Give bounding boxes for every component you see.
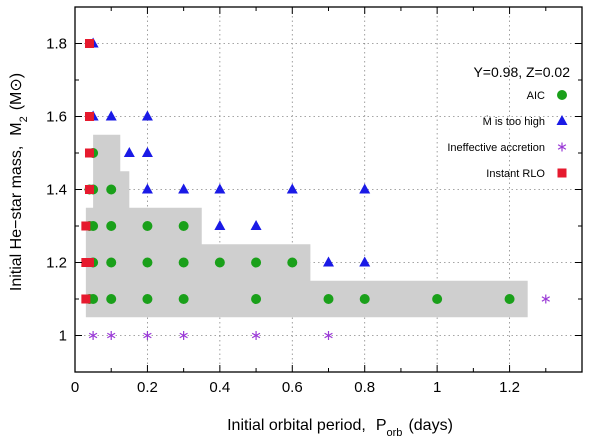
data-point-square	[84, 148, 94, 158]
data-point-triangle	[141, 147, 153, 157]
y-tick-label: 1.4	[46, 182, 67, 199]
data-point-circle	[106, 221, 117, 231]
x-tick-label: 0.2	[137, 379, 158, 396]
data-point-circle	[88, 221, 99, 231]
axis-ticks: 0 0.2 0.4 0.6 0.8 1 1.2 1 1.2 1.4 1.6 1.8	[46, 7, 582, 396]
legend-marker	[556, 115, 568, 125]
y-axis-label-main: Initial He−star mass,	[8, 146, 25, 291]
data-point-circle	[106, 257, 117, 268]
x-axis-label: Initial orbital period, Porb (days)	[227, 417, 453, 438]
y-tick-label: 1.6	[46, 109, 67, 126]
data-markers	[81, 37, 550, 340]
data-point-asterisk	[143, 331, 152, 340]
data-point-triangle	[359, 183, 371, 194]
data-point-circle	[432, 294, 443, 304]
data-point-circle	[323, 294, 334, 304]
y-axis-label-unit-open: (M	[8, 92, 25, 111]
data-point-circle	[287, 257, 298, 268]
x-tick-label: 0.8	[354, 379, 375, 396]
data-point-circle	[504, 294, 515, 304]
data-point-triangle	[250, 220, 262, 230]
data-point-circle	[142, 257, 153, 268]
data-point-triangle	[214, 183, 226, 194]
x-axis-label-sub: orb	[387, 427, 403, 438]
y-axis-label-symbol: M	[8, 122, 25, 135]
data-point-circle	[251, 294, 262, 304]
legend-label: Instant RLO	[486, 168, 545, 180]
y-tick-label: 1.8	[46, 36, 67, 53]
data-point-square	[84, 185, 94, 194]
legend-label: Ṁ is too high	[483, 115, 545, 128]
annotation-text: Y=0.98, Z=0.02	[473, 64, 570, 80]
data-point-triangle	[323, 256, 334, 267]
data-point-square	[81, 294, 91, 304]
y-tick-label: 1.2	[46, 255, 67, 272]
x-axis-label-symbol: P	[376, 417, 387, 434]
data-point-asterisk	[251, 331, 261, 340]
data-point-circle	[214, 257, 225, 268]
y-tick-label: 1	[59, 328, 67, 345]
aic-region	[85, 134, 528, 318]
data-point-square	[84, 258, 94, 267]
data-point-triangle	[178, 183, 190, 194]
data-point-triangle	[141, 183, 153, 194]
data-point-asterisk	[324, 331, 333, 340]
y-axis-label: Initial He−star mass, M2 (M⊙)	[8, 73, 30, 291]
data-point-circle	[88, 294, 99, 304]
data-point-square	[84, 112, 94, 121]
data-point-triangle	[359, 256, 371, 267]
legend: AIC Ṁ is too high Ineffective accretion Ins…	[447, 90, 568, 180]
data-point-circle	[178, 221, 189, 231]
data-point-circle	[178, 294, 189, 304]
x-tick-label: 0.4	[209, 379, 230, 396]
y-axis-label-unit-close: )	[8, 73, 25, 78]
data-point-circle	[142, 221, 153, 231]
x-tick-label: 0	[71, 379, 79, 396]
data-point-circle	[106, 184, 117, 195]
data-point-triangle	[105, 110, 117, 121]
data-point-triangle	[123, 147, 135, 157]
data-point-circle	[106, 294, 117, 304]
legend-label: AIC	[527, 90, 545, 102]
legend-marker	[557, 90, 567, 100]
y-axis-label-unit-sym: ⊙	[8, 78, 25, 91]
x-axis-label-main: Initial orbital period,	[227, 417, 366, 434]
x-tick-label: 1	[433, 379, 441, 396]
x-axis-label-unit: (days)	[408, 417, 452, 434]
data-point-asterisk	[179, 331, 188, 340]
data-point-asterisk	[88, 331, 98, 340]
data-point-circle	[178, 257, 189, 268]
data-point-asterisk	[541, 294, 550, 304]
legend-marker	[557, 142, 567, 152]
data-point-asterisk	[107, 331, 116, 340]
data-point-square	[84, 39, 94, 48]
data-point-triangle	[141, 110, 153, 121]
data-point-circle	[251, 257, 262, 268]
y-axis-label-sub: 2	[18, 116, 30, 122]
data-point-triangle	[214, 220, 226, 230]
data-point-circle	[359, 294, 370, 304]
data-point-triangle	[286, 183, 298, 194]
legend-marker	[557, 168, 567, 178]
x-tick-label: 1.2	[499, 379, 520, 396]
data-point-square	[81, 221, 91, 231]
data-point-circle	[142, 294, 153, 304]
legend-label: Ineffective accretion	[447, 142, 545, 154]
x-tick-label: 0.6	[282, 379, 303, 396]
